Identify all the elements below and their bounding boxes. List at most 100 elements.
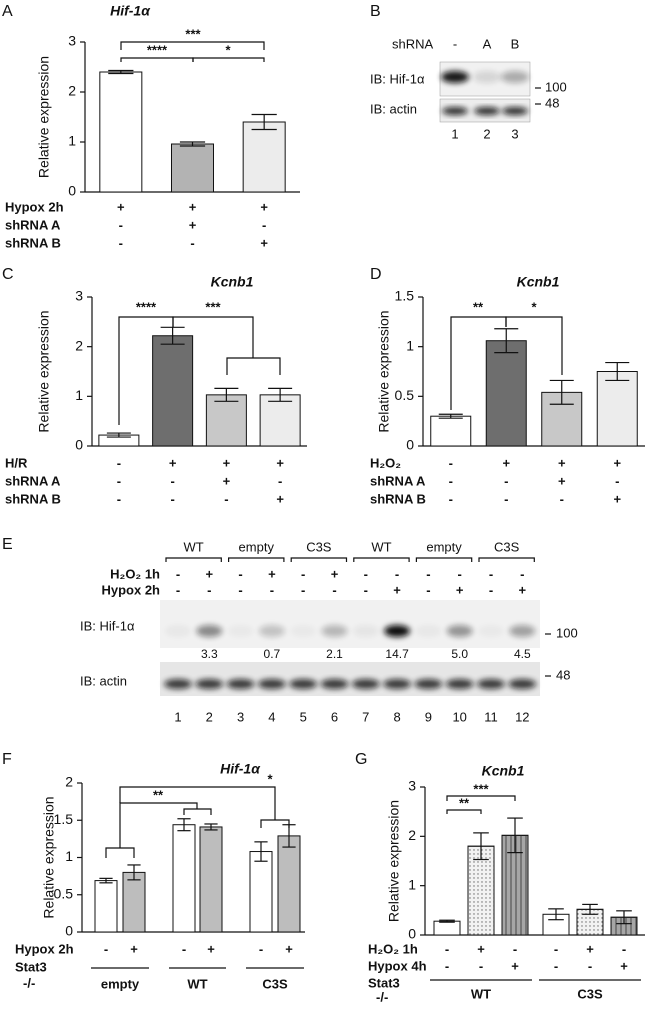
y-tick-label: 1.5 bbox=[395, 288, 415, 304]
lane-number: 6 bbox=[331, 709, 338, 724]
condition-label: shRNA B bbox=[5, 491, 61, 506]
condition-sign: - bbox=[238, 566, 242, 581]
blot-band bbox=[414, 679, 443, 689]
significance-bracket bbox=[105, 847, 135, 858]
blot-band bbox=[165, 625, 191, 637]
blot-row-label: IB: Hif-1α bbox=[80, 618, 135, 633]
lane-number: 12 bbox=[515, 709, 529, 724]
condition-sign: + bbox=[456, 582, 464, 597]
group-line bbox=[478, 557, 535, 562]
group-title: Stat3 bbox=[368, 975, 400, 990]
condition-sign: - bbox=[445, 941, 449, 956]
blot-band bbox=[228, 625, 254, 637]
panel-letter: G bbox=[355, 751, 367, 768]
bar bbox=[485, 340, 527, 447]
condition-sign: + bbox=[207, 941, 215, 956]
condition-label: shRNA A bbox=[370, 473, 426, 488]
blot-band bbox=[384, 625, 411, 637]
blot-band bbox=[502, 107, 528, 115]
blot-header: - bbox=[453, 36, 457, 51]
condition-sign: - bbox=[513, 941, 517, 956]
condition-sign: - bbox=[278, 473, 282, 488]
blot-band bbox=[196, 625, 223, 637]
size-marker: 48 bbox=[545, 95, 559, 110]
group-line bbox=[290, 557, 348, 562]
blot-band bbox=[509, 625, 536, 637]
y-tick-label: 0.5 bbox=[54, 885, 74, 901]
y-tick-label: 3 bbox=[75, 288, 83, 304]
y-tick-label: 1 bbox=[65, 848, 73, 864]
condition-sign: - bbox=[117, 455, 121, 470]
blot-group-label: C3S bbox=[494, 539, 520, 554]
condition-sign: - bbox=[170, 473, 174, 488]
bar bbox=[433, 920, 461, 936]
blot-band bbox=[383, 679, 412, 689]
condition-sign: + bbox=[331, 566, 339, 581]
blot-band bbox=[441, 71, 469, 83]
blot-band bbox=[258, 625, 285, 637]
chart-title: Kcnb1 bbox=[482, 763, 525, 779]
condition-sign: + bbox=[620, 958, 628, 973]
condition-sign: - bbox=[182, 941, 186, 956]
condition-sign: - bbox=[504, 473, 508, 488]
condition-sign: + bbox=[502, 455, 510, 470]
condition-sign: - bbox=[449, 473, 453, 488]
significance-bracket bbox=[505, 316, 563, 375]
condition-sign: + bbox=[117, 199, 125, 214]
group-title: -/- bbox=[376, 989, 388, 1004]
condition-sign: - bbox=[426, 566, 430, 581]
blot-row-label: IB: actin bbox=[370, 101, 417, 116]
significance-bracket bbox=[446, 809, 482, 814]
blot-group-label: WT bbox=[184, 539, 204, 554]
condition-label: shRNA B bbox=[5, 235, 61, 250]
condition-label: H/R bbox=[5, 455, 28, 470]
significance-bracket bbox=[183, 808, 212, 815]
panel-letter: D bbox=[370, 266, 382, 283]
panel-letter: B bbox=[370, 3, 381, 20]
condition-sign: + bbox=[260, 199, 268, 214]
condition-label: Hypox 4h bbox=[368, 958, 427, 973]
condition-sign: + bbox=[260, 235, 268, 250]
significance-bracket bbox=[260, 819, 290, 828]
blot-band bbox=[164, 679, 192, 689]
blot-band bbox=[320, 679, 349, 689]
blot-band bbox=[289, 679, 318, 689]
y-tick-label: 0.5 bbox=[395, 387, 415, 403]
bar bbox=[171, 143, 214, 193]
condition-sign: + bbox=[519, 582, 527, 597]
lane-number: 7 bbox=[362, 709, 369, 724]
condition-label: shRNA B bbox=[370, 491, 426, 506]
condition-label: shRNA A bbox=[5, 473, 61, 488]
significance-bracket bbox=[172, 316, 254, 358]
significance-label: * bbox=[531, 299, 537, 314]
blot-band bbox=[226, 679, 255, 689]
blot-band bbox=[478, 625, 504, 637]
panel-letter: F bbox=[2, 751, 12, 768]
y-axis-label: Relative expression bbox=[376, 310, 392, 432]
y-tick-label: 0 bbox=[75, 437, 83, 453]
lane-number: 5 bbox=[300, 709, 307, 724]
y-axis-label: Relative expression bbox=[36, 310, 52, 432]
condition-sign: + bbox=[558, 455, 566, 470]
condition-sign: + bbox=[511, 958, 519, 973]
lane-number: 9 bbox=[425, 709, 432, 724]
blot-band bbox=[474, 107, 500, 115]
condition-sign: - bbox=[588, 958, 592, 973]
bar bbox=[94, 880, 118, 933]
condition-sign: - bbox=[479, 958, 483, 973]
lane-number: 3 bbox=[511, 126, 518, 141]
lane-number: 1 bbox=[451, 126, 458, 141]
condition-sign: + bbox=[285, 941, 293, 956]
bar bbox=[596, 371, 638, 447]
condition-sign: - bbox=[119, 217, 123, 232]
group-line bbox=[228, 557, 285, 562]
condition-sign: + bbox=[586, 941, 594, 956]
bar bbox=[259, 394, 301, 447]
chart-title: Hif-1α bbox=[110, 3, 151, 19]
y-axis-label: Relative expression bbox=[386, 800, 402, 922]
y-tick-label: 1 bbox=[75, 387, 83, 403]
blot-band bbox=[321, 625, 348, 637]
blot-row-label: IB: Hif-1α bbox=[370, 71, 425, 86]
blot-group-label: empty bbox=[426, 539, 462, 554]
condition-sign: + bbox=[613, 455, 621, 470]
